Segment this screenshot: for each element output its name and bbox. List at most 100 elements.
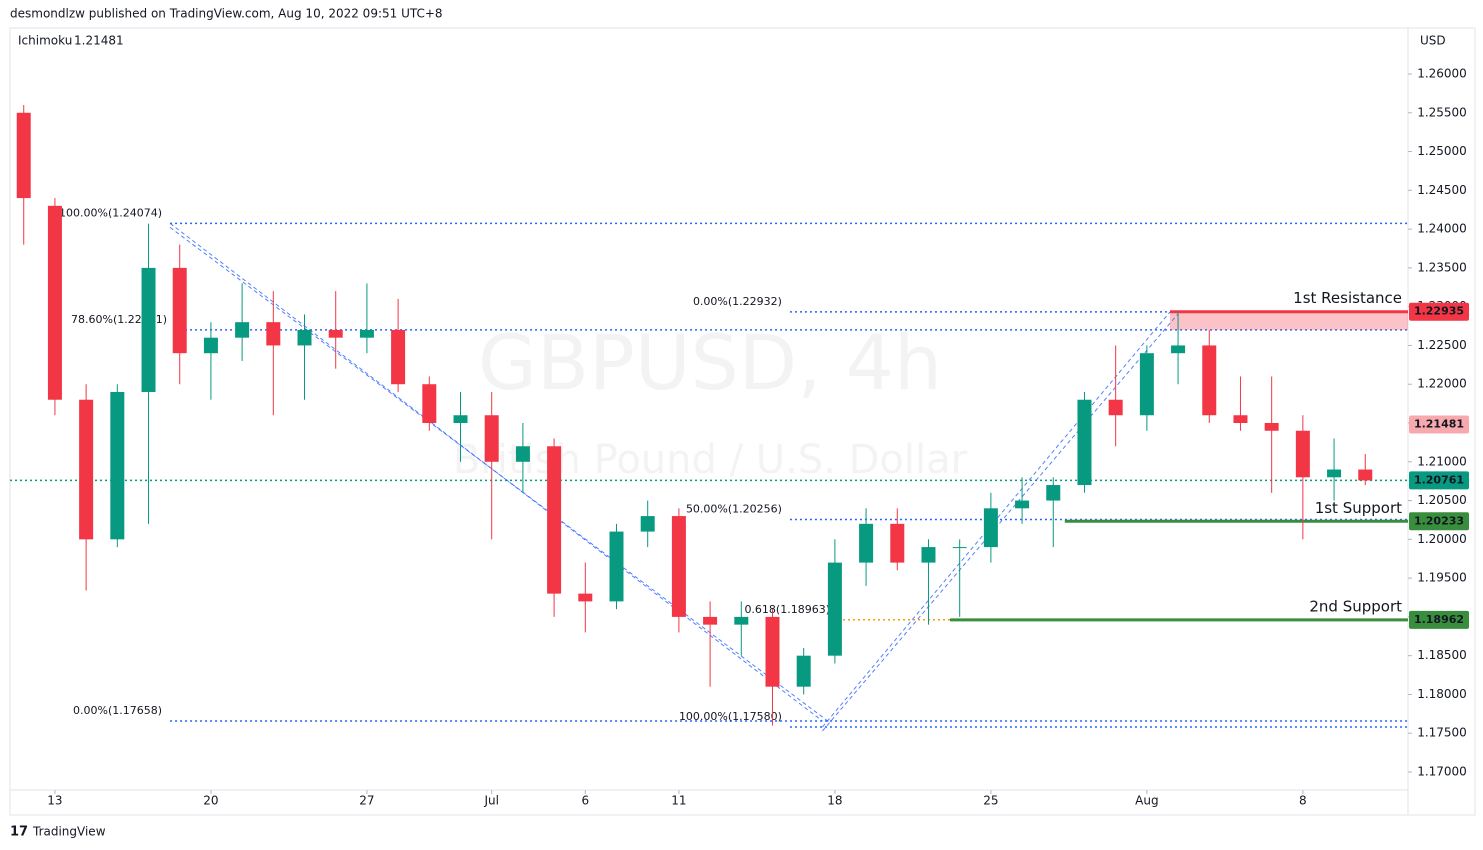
candle-body xyxy=(79,399,94,540)
publisher: desmondlzw published on TradingView.com,… xyxy=(10,7,443,21)
price-label: 1.22935 xyxy=(1414,305,1464,318)
x-tick-label: Jul xyxy=(483,794,498,808)
candle-body xyxy=(328,329,343,338)
support-label: 2nd Support xyxy=(1309,597,1402,615)
indicator-name: Ichimoku xyxy=(18,34,72,48)
candle-body xyxy=(16,112,31,199)
y-tick-label: 1.23500 xyxy=(1417,260,1467,274)
candle-body xyxy=(484,415,499,462)
level-label: 100.00%(1.24074) xyxy=(59,206,162,219)
level-label: 0.00%(1.22932) xyxy=(693,295,782,308)
y-tick-label: 1.24000 xyxy=(1417,222,1467,236)
x-tick-label: 8 xyxy=(1299,794,1307,808)
price-label-box xyxy=(1409,512,1469,531)
candle-body xyxy=(859,523,874,563)
x-tick-label: 13 xyxy=(47,794,62,808)
level-label: 50.00%(1.20256) xyxy=(686,502,782,515)
currency: USD xyxy=(1420,34,1446,48)
candle-body xyxy=(890,523,905,563)
y-tick-label: 1.22500 xyxy=(1417,338,1467,352)
y-tick-label: 1.20000 xyxy=(1417,532,1467,546)
trend-line xyxy=(822,313,1179,732)
candle-body xyxy=(235,322,250,338)
price-label: 1.21481 xyxy=(1414,417,1464,430)
support-label: 1st Support xyxy=(1315,499,1402,517)
x-tick-label: 18 xyxy=(827,794,842,808)
x-tick-label: 27 xyxy=(359,794,374,808)
candle-body xyxy=(1233,415,1248,423)
resistance-label: 1st Resistance xyxy=(1293,289,1402,307)
price-label: 1.18962 xyxy=(1414,613,1464,626)
candle-body xyxy=(515,446,530,462)
x-tick-label: 20 xyxy=(203,794,218,808)
y-tick-label: 1.18500 xyxy=(1417,648,1467,662)
y-tick-label: 1.18000 xyxy=(1417,687,1467,701)
y-tick-label: 1.17000 xyxy=(1417,765,1467,779)
candle-body xyxy=(359,329,374,338)
candle-body xyxy=(827,562,842,656)
watermark-description: British Pound / U.S. Dollar xyxy=(453,437,968,483)
footer: TradingView xyxy=(32,825,106,839)
candle-body xyxy=(671,516,686,617)
candle-body xyxy=(640,516,655,532)
y-tick-label: 1.22000 xyxy=(1417,377,1467,391)
candle-body xyxy=(734,616,749,625)
x-tick-label: 25 xyxy=(983,794,998,808)
candle-body xyxy=(1171,345,1186,354)
x-tick-label: 6 xyxy=(581,794,589,808)
candle-body xyxy=(453,415,468,423)
y-tick-label: 1.20500 xyxy=(1417,493,1467,507)
candle-body xyxy=(203,337,218,354)
candle-body xyxy=(1295,430,1310,478)
y-tick-label: 1.17500 xyxy=(1417,726,1467,740)
candle-body xyxy=(1108,399,1123,416)
price-label: 1.20761 xyxy=(1414,473,1464,486)
candle-body xyxy=(172,267,187,354)
x-tick-label: Aug xyxy=(1135,794,1158,808)
level-label: 100.00%(1.17580) xyxy=(679,710,782,723)
candle-body xyxy=(110,391,125,540)
trend-line xyxy=(169,226,831,724)
candle-body xyxy=(578,593,593,602)
watermark-symbol: GBPUSD, 4h xyxy=(478,318,942,407)
x-tick-label: 11 xyxy=(671,794,686,808)
candle-body xyxy=(765,616,780,687)
candle-body xyxy=(796,655,811,687)
candle-body xyxy=(422,384,437,423)
candle-body xyxy=(921,547,936,563)
resistance-zone xyxy=(1169,311,1408,330)
candle-body xyxy=(1015,500,1030,509)
candle-body xyxy=(1077,399,1092,486)
candle-body xyxy=(547,446,562,594)
y-tick-label: 1.21000 xyxy=(1417,454,1467,468)
price-label-box xyxy=(1409,610,1469,629)
candle-body xyxy=(266,322,281,346)
trend-line xyxy=(822,311,1171,728)
y-tick-label: 1.25000 xyxy=(1417,144,1467,158)
candle-body xyxy=(47,205,62,400)
candle-body xyxy=(1202,345,1217,416)
frame xyxy=(9,27,1476,816)
candle-body xyxy=(141,267,156,392)
price-label-box xyxy=(1409,302,1469,321)
candle-body xyxy=(391,329,406,385)
candle-body xyxy=(1358,469,1373,481)
level-label: 0.618(1.18963) xyxy=(744,603,830,616)
indicator-value: 1.21481 xyxy=(74,34,124,48)
candle-body xyxy=(1139,353,1154,416)
trend-line xyxy=(169,222,823,722)
y-tick-label: 1.24500 xyxy=(1417,183,1467,197)
y-tick-label: 1.26000 xyxy=(1417,66,1467,80)
candle-body xyxy=(983,508,998,548)
candle-body xyxy=(703,616,718,625)
level-label: 0.00%(1.17658) xyxy=(73,704,162,717)
candle-body xyxy=(1046,485,1061,501)
price-label: 1.20233 xyxy=(1414,514,1464,527)
candle-body xyxy=(1264,422,1279,431)
price-label-box xyxy=(1409,415,1469,434)
y-tick-label: 1.19500 xyxy=(1417,571,1467,585)
y-tick-label: 1.25500 xyxy=(1417,105,1467,119)
logo-mark: 𝟭𝟳 xyxy=(10,825,28,840)
